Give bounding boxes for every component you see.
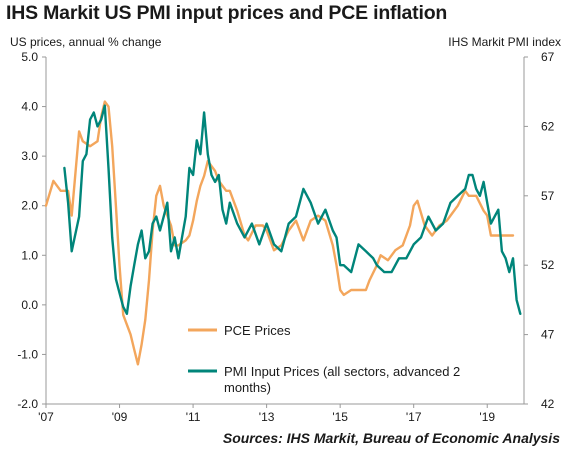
left-tick-label: 0.0 bbox=[21, 298, 38, 312]
legend-label-pmi-line2: months) bbox=[224, 380, 271, 395]
right-tick-label: 42 bbox=[541, 397, 555, 411]
x-tick-label: '11 bbox=[186, 410, 201, 424]
legend-label-pmi: PMI Input Prices (all sectors, advanced … bbox=[224, 364, 464, 395]
chart-title: IHS Markit US PMI input prices and PCE i… bbox=[6, 2, 448, 24]
legend: PCE Prices PMI Input Prices (all sectors… bbox=[188, 323, 464, 395]
x-tick-label: '09 bbox=[112, 410, 128, 424]
right-tick-label: 67 bbox=[541, 50, 555, 64]
left-tick-label: 5.0 bbox=[21, 50, 38, 64]
x-tick-label: '13 bbox=[259, 410, 275, 424]
right-tick-label: 47 bbox=[541, 328, 555, 342]
right-tick-label: 57 bbox=[541, 189, 555, 203]
legend-label-pce: PCE Prices bbox=[224, 323, 291, 338]
left-tick-label: -2.0 bbox=[17, 397, 38, 411]
left-tick-label: 1.0 bbox=[21, 248, 38, 262]
right-axis-label: IHS Markit PMI index bbox=[448, 35, 561, 49]
right-tick-label: 62 bbox=[541, 119, 555, 133]
right-axis-ticks: 67 62 57 52 47 42 bbox=[524, 50, 555, 411]
left-tick-label: 4.0 bbox=[21, 100, 38, 114]
series-lines bbox=[44, 100, 522, 366]
x-tick-label: '15 bbox=[332, 410, 348, 424]
pmi-input-prices-line bbox=[63, 104, 522, 315]
right-tick-label: 52 bbox=[541, 258, 555, 272]
left-axis-label: US prices, annual % change bbox=[10, 35, 162, 49]
left-tick-label: -1.0 bbox=[17, 347, 38, 361]
left-axis-ticks: 5.0 4.0 3.0 2.0 1.0 0.0 -1.0 -2.0 bbox=[17, 50, 46, 411]
left-tick-label: 3.0 bbox=[21, 149, 38, 163]
x-tick-label: '17 bbox=[406, 410, 422, 424]
legend-label-pmi-line1: PMI Input Prices (all sectors, advanced … bbox=[224, 364, 460, 379]
x-tick-label: '07 bbox=[38, 410, 54, 424]
x-axis-ticks: '07 '09 '11 '13 '15 '17 '19 bbox=[38, 404, 495, 424]
x-tick-label: '19 bbox=[479, 410, 495, 424]
source-note: Sources: IHS Markit, Bureau of Economic … bbox=[222, 430, 560, 446]
left-tick-label: 2.0 bbox=[21, 199, 38, 213]
